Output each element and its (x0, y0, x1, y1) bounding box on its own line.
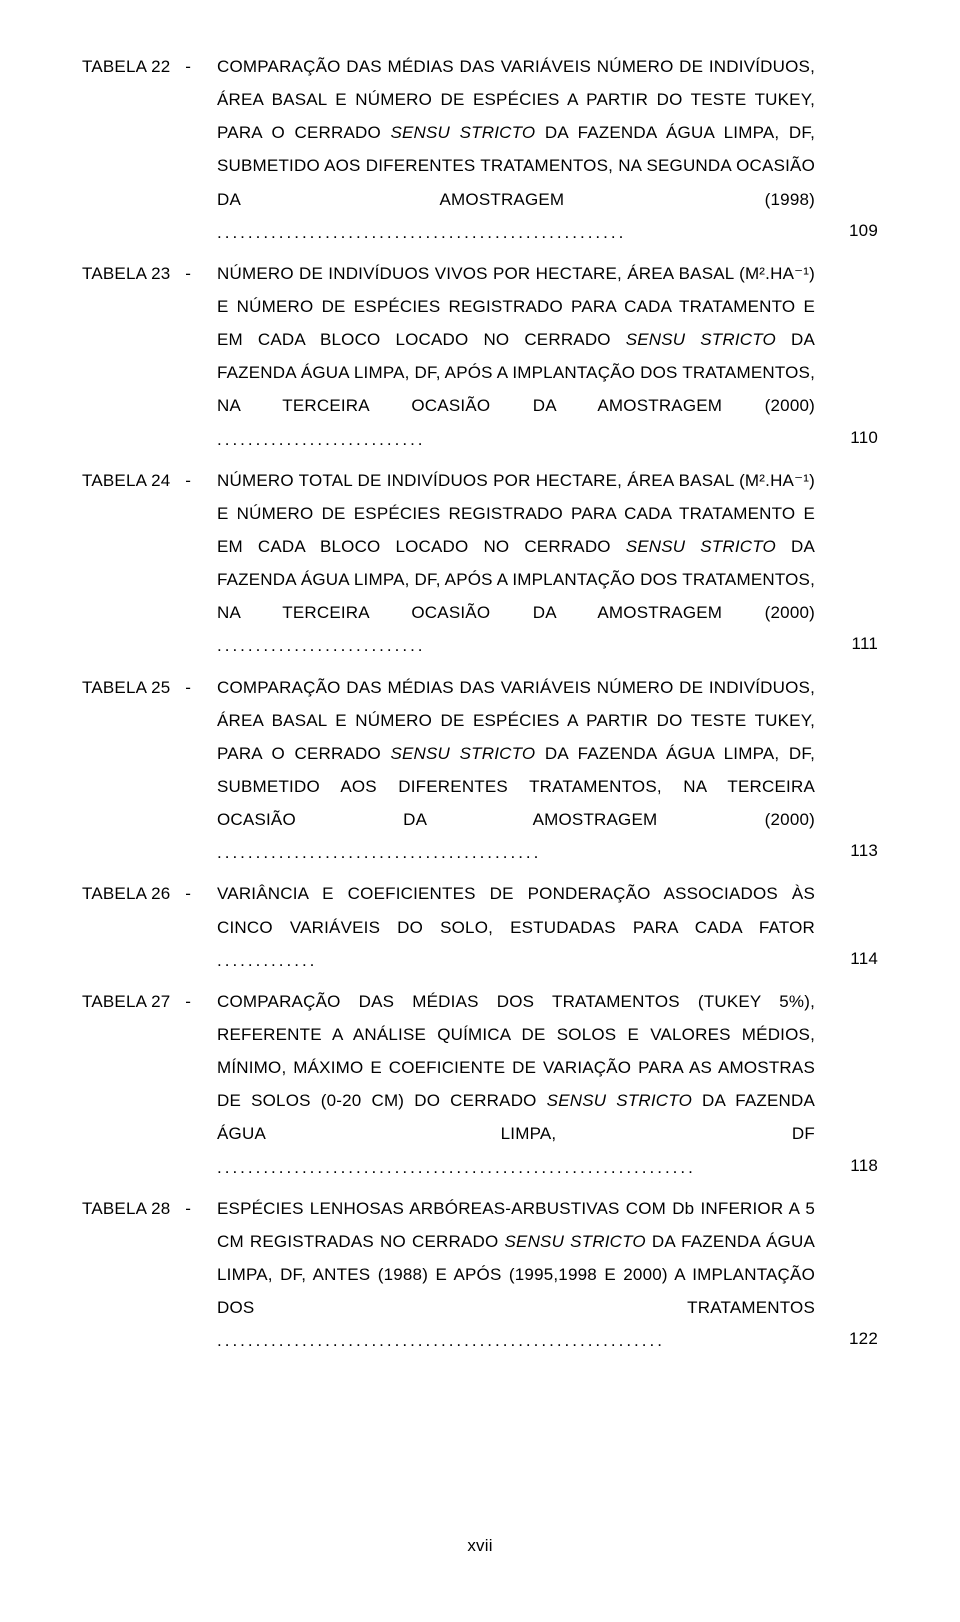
toc-entry: TABELA 22 -COMPARAÇÃO DAS MÉDIAS DAS VAR… (82, 50, 878, 249)
entry-page: 118 (833, 1149, 878, 1184)
entry-label: TABELA 23 - (82, 257, 217, 290)
page-number-footer: xvii (0, 1529, 960, 1562)
entry-page: 114 (833, 942, 878, 977)
entry-description: NÚMERO TOTAL DE INDIVÍDUOS POR HECTARE, … (217, 464, 833, 663)
entry-label: TABELA 28 - (82, 1192, 217, 1225)
entry-label: TABELA 22 - (82, 50, 217, 83)
leader-dots: ........................................… (217, 216, 624, 249)
leader-dots: ........................................… (217, 1151, 694, 1184)
entry-page: 110 (833, 421, 878, 456)
entry-description: COMPARAÇÃO DAS MÉDIAS DOS TRATAMENTOS (T… (217, 985, 833, 1184)
toc-entry: TABELA 28 -ESPÉCIES LENHOSAS ARBÓREAS-AR… (82, 1192, 878, 1358)
entry-label: TABELA 27 - (82, 985, 217, 1018)
entry-page: 113 (833, 834, 878, 869)
entry-description: VARIÂNCIA E COEFICIENTES DE PONDERAÇÃO A… (217, 877, 833, 976)
entry-description: ESPÉCIES LENHOSAS ARBÓREAS-ARBUSTIVAS CO… (217, 1192, 833, 1358)
leader-dots: ........................................… (217, 944, 318, 977)
table-of-tables: TABELA 22 -COMPARAÇÃO DAS MÉDIAS DAS VAR… (82, 50, 878, 1357)
toc-entry: TABELA 24 -NÚMERO TOTAL DE INDIVÍDUOS PO… (82, 464, 878, 663)
entry-label: TABELA 24 - (82, 464, 217, 497)
entry-page: 109 (833, 214, 878, 249)
toc-entry: TABELA 23 -NÚMERO DE INDIVÍDUOS VIVOS PO… (82, 257, 878, 456)
leader-dots: ........................................… (217, 1324, 661, 1357)
entry-label: TABELA 25 - (82, 671, 217, 704)
leader-dots: ........................................… (217, 836, 540, 869)
entry-description: COMPARAÇÃO DAS MÉDIAS DAS VARIÁVEIS NÚME… (217, 50, 833, 249)
entry-description: COMPARAÇÃO DAS MÉDIAS DAS VARIÁVEIS NÚME… (217, 671, 833, 870)
leader-dots: ........................................… (217, 423, 421, 456)
toc-entry: TABELA 25 -COMPARAÇÃO DAS MÉDIAS DAS VAR… (82, 671, 878, 870)
entry-description: NÚMERO DE INDIVÍDUOS VIVOS POR HECTARE, … (217, 257, 833, 456)
leader-dots: ........................................… (217, 629, 421, 662)
toc-entry: TABELA 27 -COMPARAÇÃO DAS MÉDIAS DOS TRA… (82, 985, 878, 1184)
entry-label: TABELA 26 - (82, 877, 217, 910)
toc-entry: TABELA 26 -VARIÂNCIA E COEFICIENTES DE P… (82, 877, 878, 976)
entry-page: 111 (833, 627, 878, 662)
entry-page: 122 (833, 1322, 878, 1357)
